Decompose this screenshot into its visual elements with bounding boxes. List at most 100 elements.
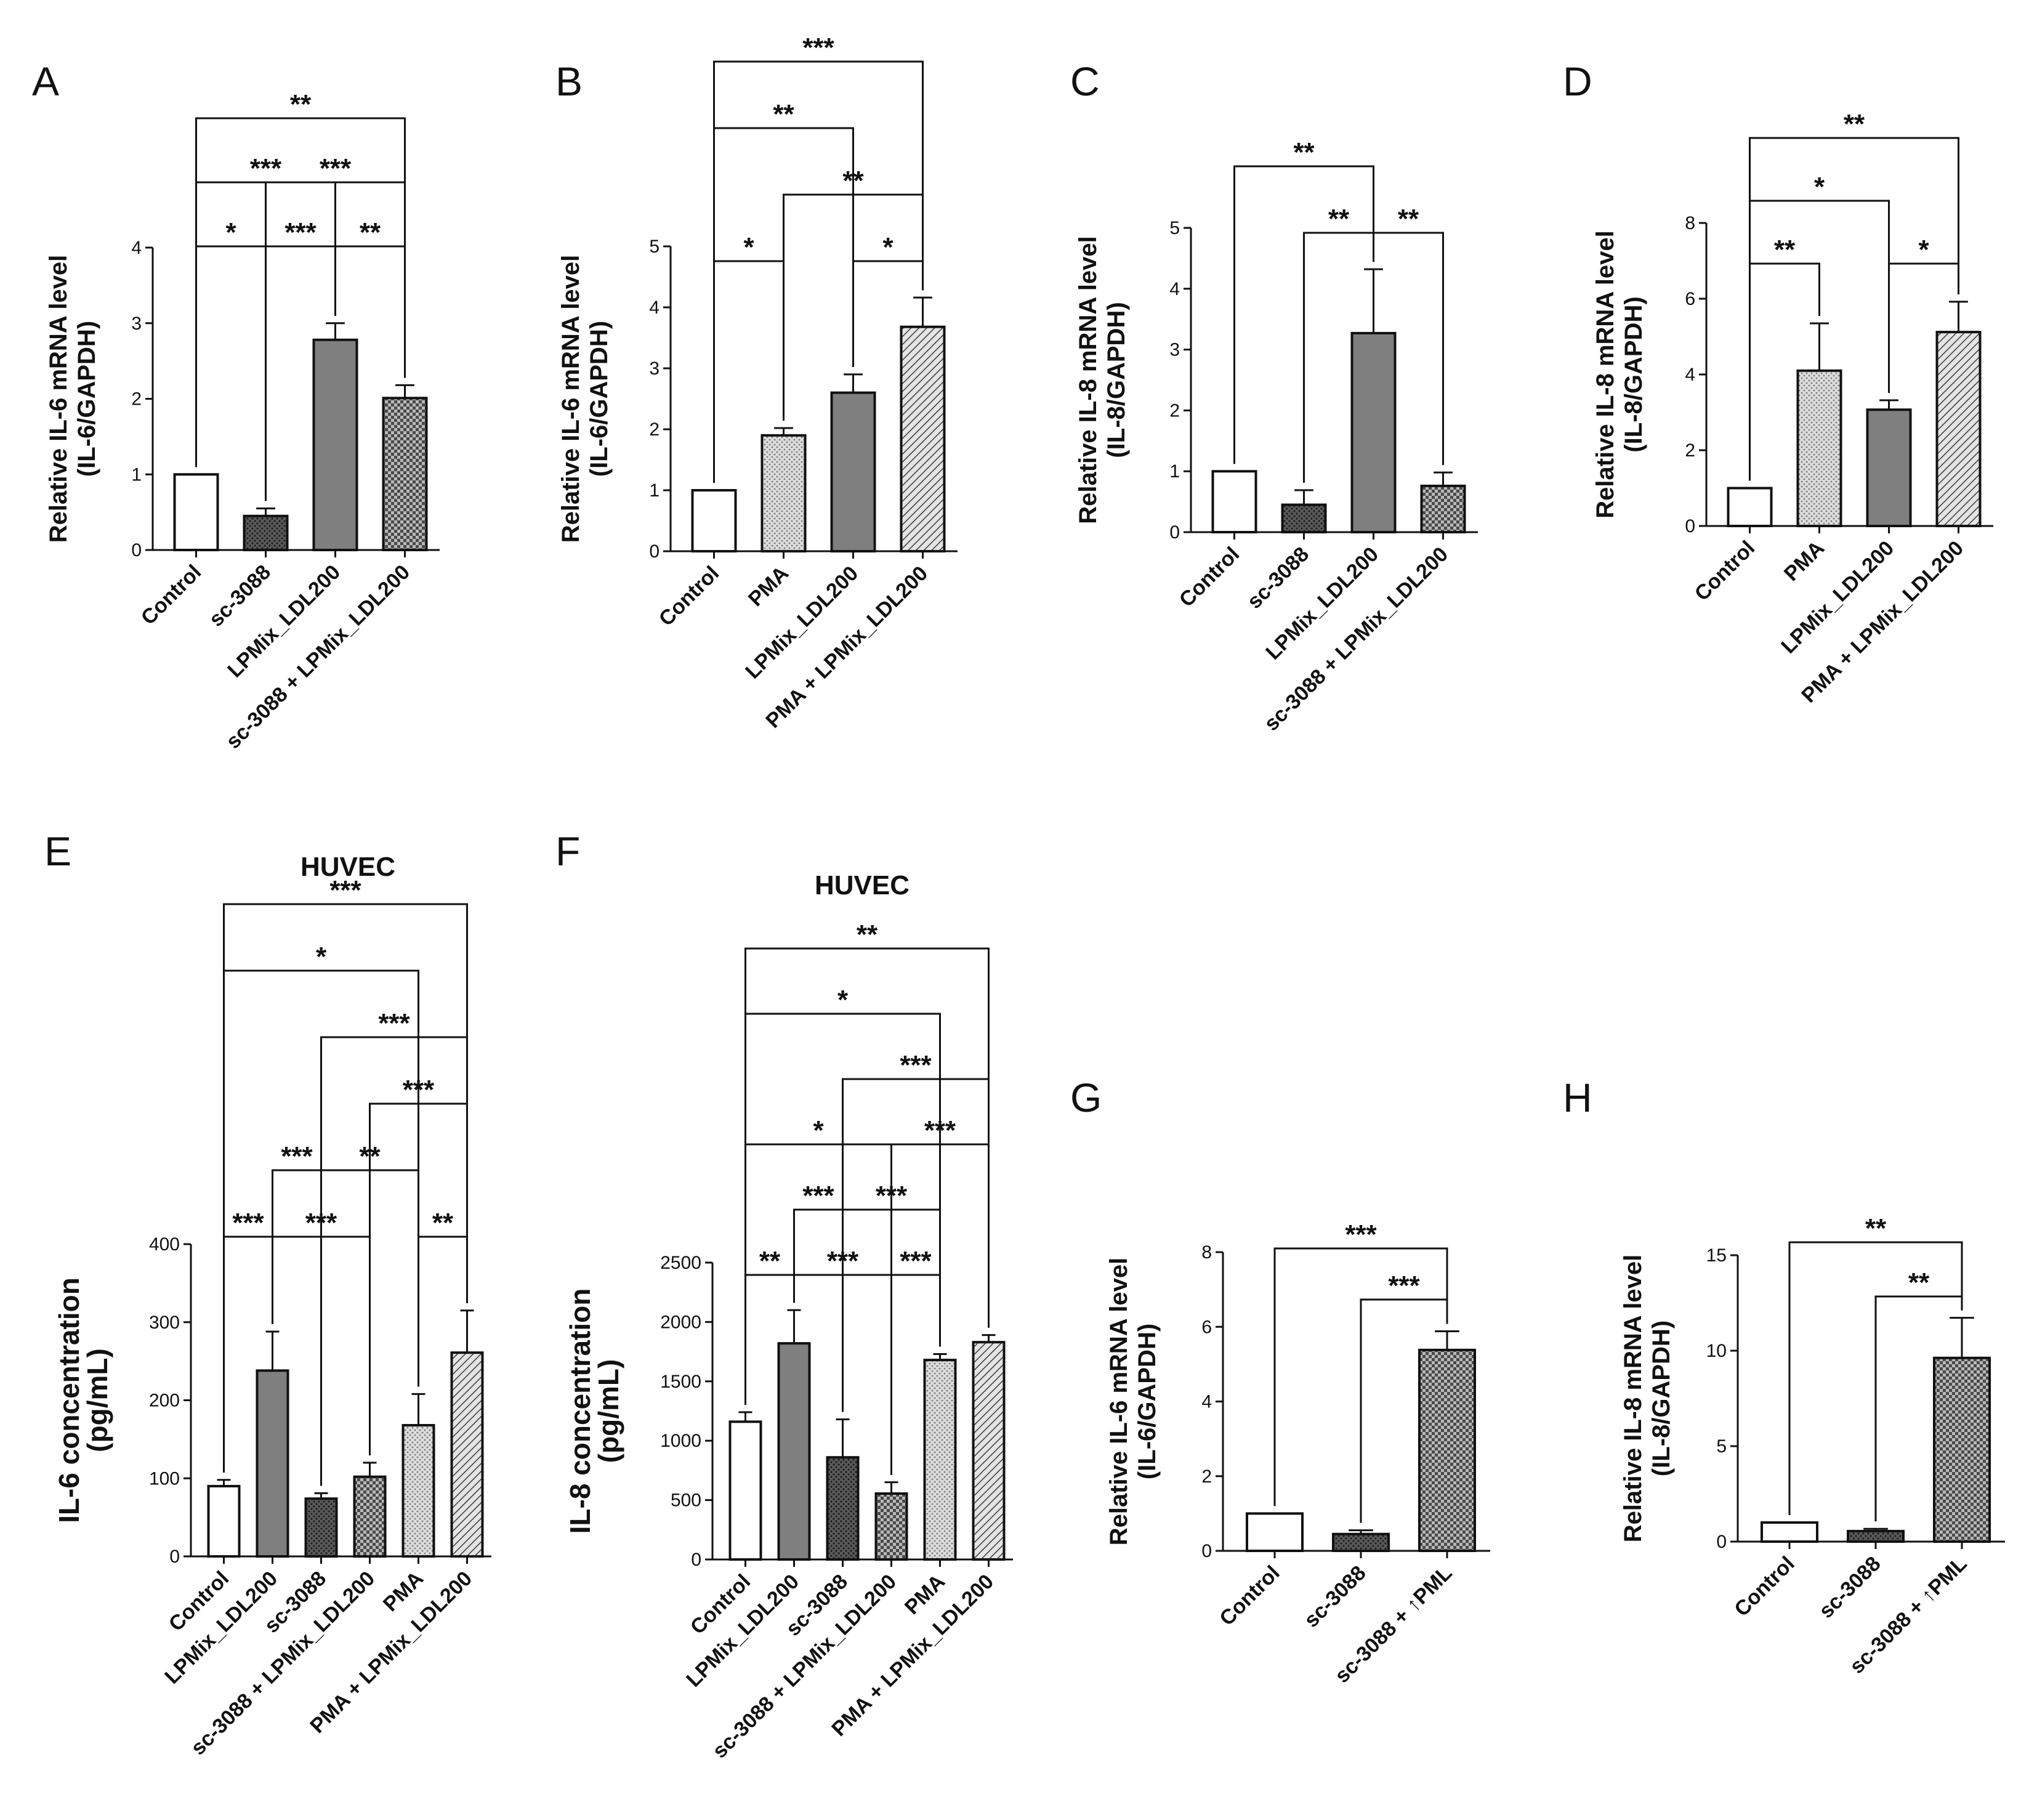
bar xyxy=(207,1484,241,1558)
significance-label: * xyxy=(316,942,327,972)
significance-label: ** xyxy=(1774,235,1796,265)
significance-bracket xyxy=(1749,137,1959,481)
bar xyxy=(1350,331,1397,533)
y-tick-label: 3 xyxy=(131,313,142,334)
y-tick-label: 0 xyxy=(691,1550,701,1570)
y-tick-label: 0 xyxy=(1201,1541,1212,1561)
panel-label-G: G xyxy=(1070,1075,1102,1120)
y-tick-label: 0 xyxy=(1169,522,1180,543)
chart-title-E: HUVEC xyxy=(301,852,395,882)
bar xyxy=(1281,503,1327,533)
panel-label-D: D xyxy=(1563,59,1592,104)
significance-label: ** xyxy=(1398,204,1419,234)
x-category-label: sc-3088 xyxy=(1300,1561,1371,1632)
y-tick-label: 2000 xyxy=(660,1312,701,1332)
y-tick-label: 1 xyxy=(649,480,660,501)
bar xyxy=(1246,1512,1304,1552)
chart-title-F: HUVEC xyxy=(815,870,910,900)
x-category-label: sc-3088 xyxy=(1815,1552,1886,1623)
significance-label: *** xyxy=(281,1141,313,1171)
bar xyxy=(830,391,876,552)
y-tick-label: 400 xyxy=(149,1234,180,1255)
significance-bracket xyxy=(1233,165,1374,464)
bar xyxy=(1761,1521,1818,1543)
significance-bracket xyxy=(744,947,990,1405)
bar xyxy=(1727,487,1773,527)
significance-label: *** xyxy=(378,1008,410,1038)
x-category-label: Control xyxy=(1690,536,1759,605)
chart-panel-H: 0 5 10 15 Relative IL-8 mRNA level (IL-8/GAPD… xyxy=(1620,1213,2005,1678)
significance-label: ** xyxy=(1844,109,1865,139)
x-category-label: Control xyxy=(1175,543,1244,612)
y-axis-title-unit: (IL-8/GAPDH) xyxy=(1620,296,1647,452)
y-tick-label: 3 xyxy=(1169,340,1180,360)
x-category-label: sc-3088 xyxy=(1243,543,1313,613)
bar xyxy=(312,338,358,551)
bar xyxy=(401,1424,435,1558)
significance-label: ** xyxy=(773,99,794,129)
y-tick-label: 4 xyxy=(649,297,660,318)
panel-label-B: B xyxy=(555,59,583,104)
significance-label: *** xyxy=(284,217,317,248)
panel-label-E: E xyxy=(44,828,71,874)
y-tick-label: 4 xyxy=(1201,1392,1212,1412)
significance-label: * xyxy=(882,232,894,262)
bar xyxy=(304,1497,338,1558)
y-tick-label: 8 xyxy=(1685,213,1695,233)
x-category-label: Control xyxy=(1730,1552,1799,1621)
bar xyxy=(777,1342,811,1561)
y-tick-label: 4 xyxy=(1169,279,1180,299)
bar xyxy=(243,514,289,552)
y-tick-label: 0 xyxy=(1685,516,1695,536)
significance-label: *** xyxy=(1388,1271,1420,1301)
bar xyxy=(173,473,219,551)
y-axis-title: Relative IL-6 mRNA level xyxy=(1105,1258,1132,1546)
significance-label: *** xyxy=(1345,1219,1377,1250)
bar xyxy=(1935,331,1982,527)
y-axis-title-unit: (IL-8/GAPDH) xyxy=(1648,1321,1675,1476)
y-axis-title: Relative IL-6 mRNA level xyxy=(45,255,72,543)
y-tick-label: 5 xyxy=(1169,218,1180,238)
significance-label: * xyxy=(837,985,849,1015)
x-category-label: Control xyxy=(1215,1561,1284,1630)
bar xyxy=(1866,408,1912,527)
significance-label: * xyxy=(1814,172,1825,202)
significance-label: ** xyxy=(1328,204,1350,234)
significance-label: *** xyxy=(320,153,352,184)
y-tick-label: 200 xyxy=(149,1391,180,1411)
chart-panel-F: 0 500 1000 1500 2000 2500 IL-8 concentration(p… xyxy=(564,920,1013,1763)
panel-label-C: C xyxy=(1070,59,1100,104)
significance-label: *** xyxy=(250,153,282,184)
bar xyxy=(1796,369,1842,527)
y-tick-label: 6 xyxy=(1201,1317,1212,1337)
y-axis-title: Relative IL-8 mRNA level xyxy=(1592,230,1619,519)
x-category-label: Control xyxy=(137,560,206,629)
bar xyxy=(826,1456,860,1561)
y-tick-label: 2 xyxy=(131,389,142,410)
y-axis-title: IL-6 concentration xyxy=(53,1277,85,1523)
y-tick-label: 10 xyxy=(1706,1341,1727,1361)
significance-label: * xyxy=(743,232,754,262)
significance-label: *** xyxy=(802,1181,834,1211)
y-tick-label: 4 xyxy=(131,238,142,258)
significance-label: ** xyxy=(1908,1268,1930,1298)
significance-label: * xyxy=(1918,235,1929,265)
significance-label: *** xyxy=(900,1050,932,1080)
y-tick-label: 1 xyxy=(131,464,142,485)
bar xyxy=(1418,1348,1476,1552)
panel-label-A: A xyxy=(32,59,59,104)
bar xyxy=(728,1420,762,1561)
x-category-label: Control xyxy=(655,562,724,631)
y-tick-label: 6 xyxy=(1685,289,1695,309)
y-axis-title-unit: (IL-6/GAPDH) xyxy=(1134,1324,1161,1479)
y-tick-label: 1 xyxy=(1169,461,1180,482)
bar xyxy=(691,489,737,552)
y-axis-title: Relative IL-6 mRNA level xyxy=(557,255,584,543)
significance-bracket xyxy=(713,60,924,483)
x-category-label: PMA xyxy=(1780,536,1829,586)
bar xyxy=(382,397,428,552)
x-category-label: sc-3088 xyxy=(204,560,275,631)
y-axis-title-unit: (pg/mL) xyxy=(592,1359,624,1463)
y-tick-label: 2 xyxy=(1685,440,1695,461)
